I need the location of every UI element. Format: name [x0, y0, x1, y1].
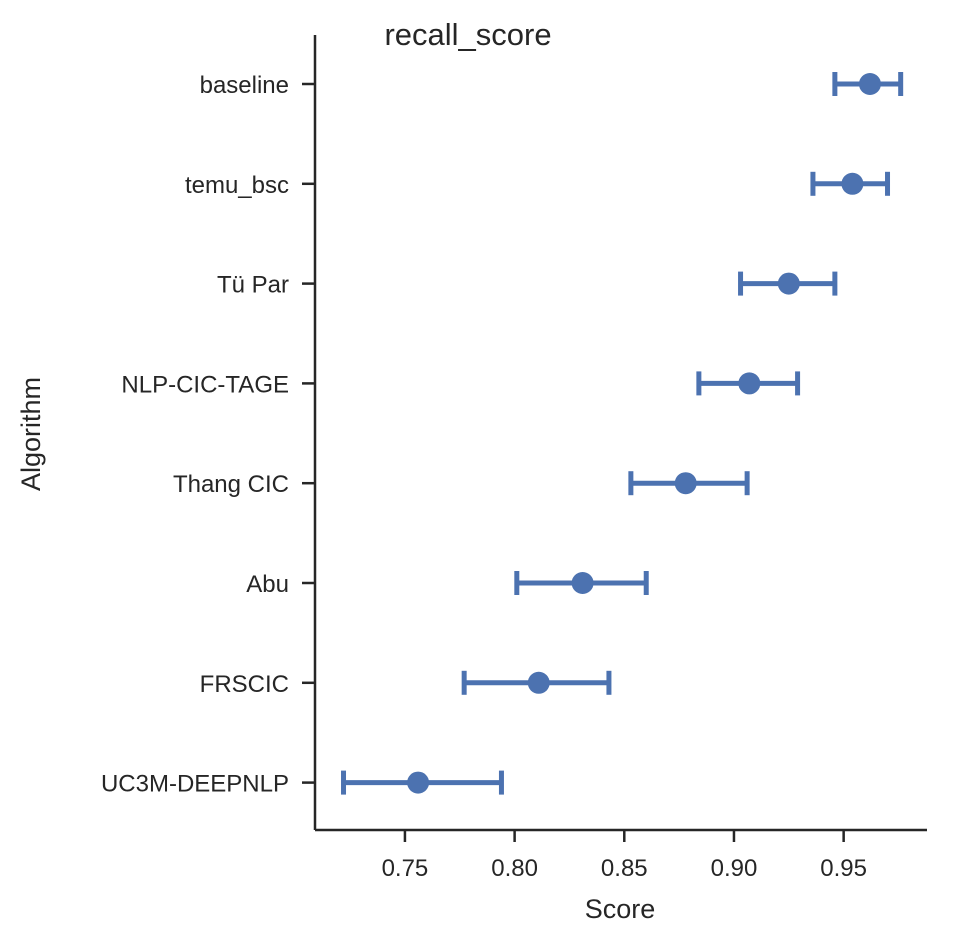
ticks: 0.75 0.80 0.85 0.90 0.95 baseline temu_bsc Tü P… — [101, 72, 867, 882]
y-tick-label: baseline — [200, 72, 289, 99]
data-point — [858, 73, 881, 95]
data-point — [738, 372, 761, 395]
y-tick-label: Thang CIC — [173, 471, 289, 498]
x-axis-label: Score — [585, 894, 656, 924]
y-tick-label: temu_bsc — [185, 172, 289, 199]
x-tick-label: 0.75 — [382, 855, 429, 882]
y-tick-label: NLP-CIC-TAGE — [121, 371, 289, 398]
data-point — [777, 272, 800, 295]
data-point — [571, 572, 594, 594]
axes — [313, 35, 927, 832]
y-axis-label: Algorithm — [16, 377, 46, 491]
data-point — [527, 671, 550, 694]
data-point — [841, 172, 864, 195]
data-point — [674, 472, 697, 495]
x-tick-label: 0.80 — [491, 855, 538, 882]
data-point — [407, 771, 430, 794]
y-tick-label: UC3M-DEEPNLP — [101, 771, 289, 798]
data-marks — [341, 72, 904, 795]
y-tick-label: FRSCIC — [200, 671, 289, 698]
x-tick-label: 0.85 — [601, 855, 648, 882]
x-tick-label: 0.95 — [820, 855, 867, 882]
y-tick-label: Tü Par — [217, 272, 289, 299]
x-tick-label: 0.90 — [711, 855, 758, 882]
chart-title: recall_score — [384, 17, 551, 52]
y-tick-label: Abu — [246, 571, 289, 598]
